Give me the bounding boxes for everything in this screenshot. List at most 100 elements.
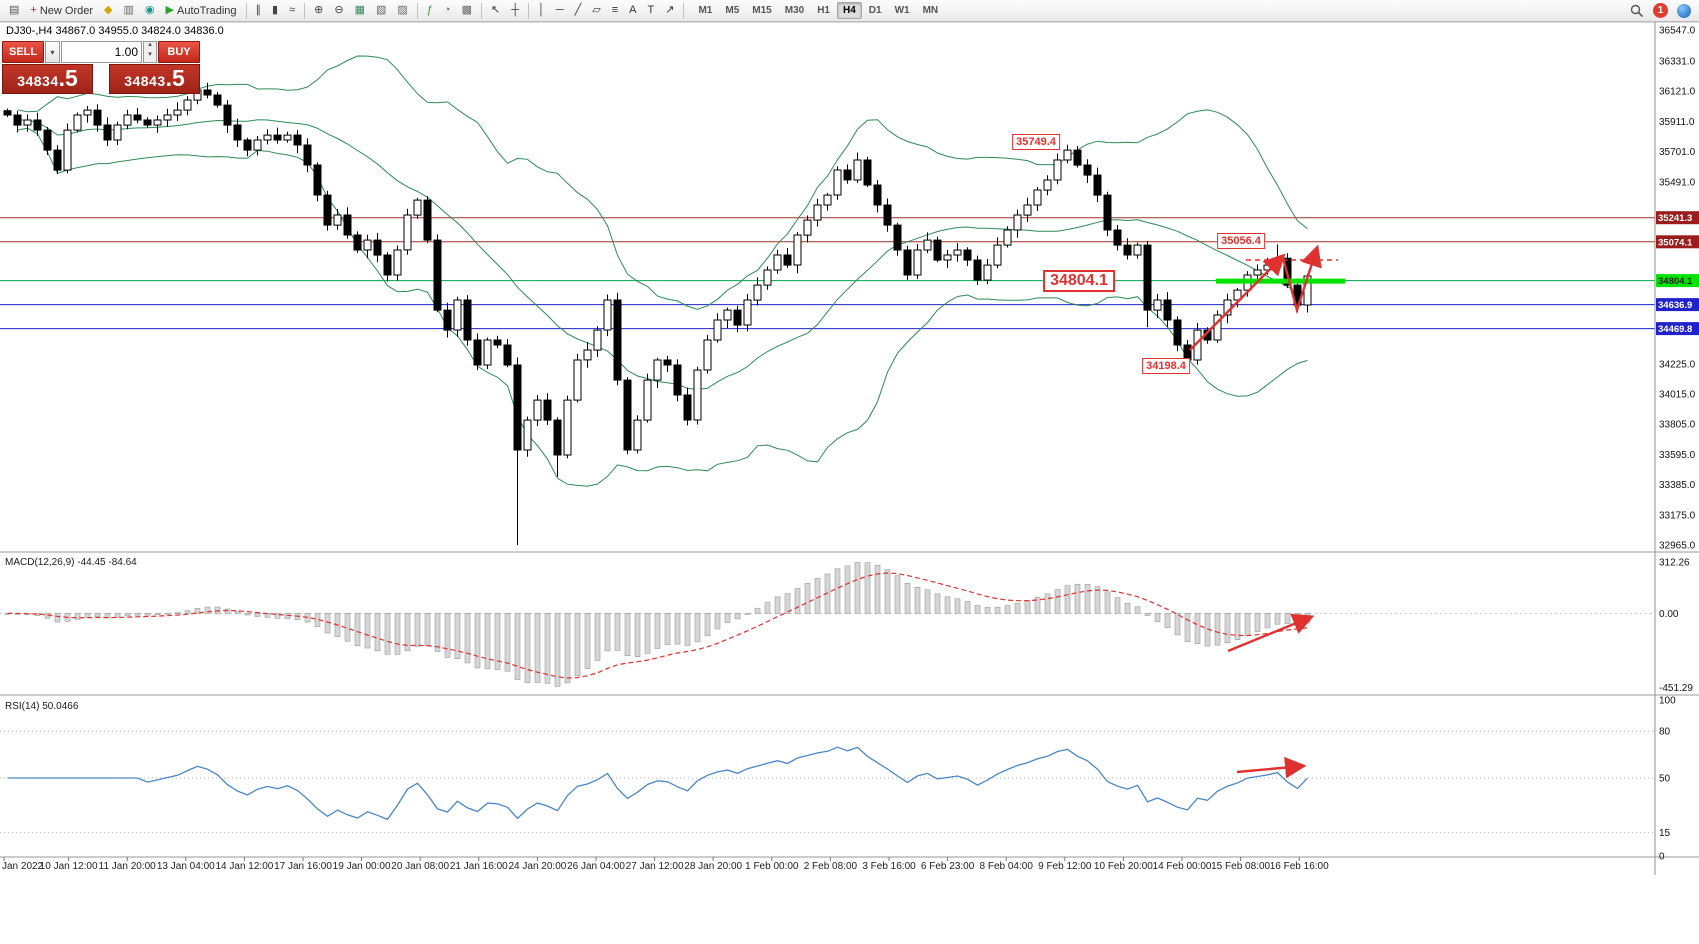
trend-arrows-layer[interactable] — [1189, 244, 1338, 779]
svg-text:14 Jan 12:00: 14 Jan 12:00 — [215, 861, 273, 872]
new-order-button[interactable]: + New Order — [25, 2, 98, 20]
toolbar: ▤ + New Order ◆ ▥ ◉ ▶ AutoTrading ∥ ▮ ≈ ⊕ ⊖ ▦ ▧ ▨ ƒ ◔ ▩ ↖ ┼ │… — [0, 0, 1699, 22]
trendline-icon[interactable]: ╱ — [570, 2, 587, 20]
periods-icon: ◔ — [443, 4, 451, 16]
line-chart-icon[interactable]: ≈ — [284, 2, 300, 20]
toolbar-separator — [480, 2, 482, 19]
sell-price[interactable]: 34834 .5 — [2, 64, 93, 94]
indicators-icon[interactable]: ƒ — [422, 2, 438, 20]
new-order-button-label: New Order — [39, 4, 94, 17]
timeframe-mn[interactable]: MN — [922, 5, 939, 16]
price-annotation[interactable]: 35056.4 — [1217, 233, 1265, 249]
sell-price-base: 34834 — [17, 73, 59, 89]
timeframe-m15[interactable]: M15 — [752, 5, 772, 16]
horizontal-line-icon[interactable]: ─ — [551, 2, 569, 20]
autotrading-button: ▶ — [165, 4, 174, 16]
svg-text:33595.0: 33595.0 — [1659, 450, 1696, 461]
timeframe-h4[interactable]: H4 — [836, 2, 862, 19]
svg-text:34225.0: 34225.0 — [1659, 359, 1696, 370]
community-account-icon[interactable] — [1677, 3, 1691, 18]
price-annotation[interactable]: 34198.4 — [1142, 358, 1190, 374]
search-icon[interactable] — [1630, 4, 1644, 18]
svg-text:34015.0: 34015.0 — [1659, 390, 1696, 401]
buy-price-decimal: .5 — [165, 65, 185, 91]
timeframe-d1[interactable]: D1 — [868, 5, 882, 16]
candlestick-chart-icon[interactable]: ▮ — [267, 2, 283, 20]
timeframe-m1[interactable]: M1 — [698, 5, 713, 16]
svg-text:11 Jan 20:00: 11 Jan 20:00 — [99, 861, 157, 872]
svg-text:50: 50 — [1659, 774, 1671, 785]
crosshair-icon[interactable]: ┼ — [506, 2, 524, 20]
timeframe-w1[interactable]: W1 — [894, 5, 910, 16]
channel-icon[interactable]: ▱ — [587, 2, 605, 20]
buy-price[interactable]: 34843 .5 — [109, 64, 200, 94]
data-window-icon: ▥ — [123, 4, 134, 16]
volume-input[interactable] — [61, 41, 142, 63]
svg-text:14 Feb 00:00: 14 Feb 00:00 — [1153, 861, 1212, 872]
svg-text:35701.0: 35701.0 — [1659, 147, 1696, 158]
vertical-line-icon[interactable]: │ — [533, 2, 550, 20]
navigator-icon[interactable]: ◉ — [140, 2, 160, 20]
horizontal-lines-layer[interactable] — [0, 217, 1655, 330]
text-icon: A — [629, 4, 637, 16]
templates-icon[interactable]: ▩ — [457, 2, 477, 20]
data-window-icon[interactable]: ▥ — [119, 2, 139, 20]
timeframe-m30[interactable]: M30 — [784, 5, 805, 16]
arrows-icon[interactable]: ↗ — [660, 2, 679, 20]
svg-text:-451.29: -451.29 — [1659, 683, 1693, 694]
autotrading-button[interactable]: ▶ AutoTrading — [161, 2, 242, 20]
svg-text:32965.0: 32965.0 — [1659, 541, 1696, 552]
notification-badge[interactable]: 1 — [1653, 3, 1668, 18]
periods-icon[interactable]: ◔ — [439, 2, 456, 20]
svg-text:34636.9: 34636.9 — [1658, 300, 1692, 311]
cursor-icon[interactable]: ↖ — [486, 2, 505, 20]
svg-text:33385.0: 33385.0 — [1659, 480, 1696, 491]
svg-text:24 Jan 20:00: 24 Jan 20:00 — [508, 861, 566, 872]
svg-text:0: 0 — [1659, 852, 1665, 863]
svg-text:100: 100 — [1659, 696, 1676, 707]
zoom-out-icon[interactable]: ⊖ — [329, 2, 348, 20]
new-order-button: + — [30, 4, 37, 16]
price-annotation[interactable]: 34804.1 — [1043, 270, 1115, 292]
spinner-down-icon[interactable]: ▾ — [148, 51, 152, 58]
svg-text:36121.0: 36121.0 — [1659, 87, 1696, 98]
bar-chart-icon[interactable]: ∥ — [251, 2, 267, 20]
tile-windows-icon[interactable]: ▦ — [350, 2, 370, 20]
svg-text:28 Jan 20:00: 28 Jan 20:00 — [684, 861, 742, 872]
vertical-line-icon: │ — [537, 4, 545, 16]
svg-text:10 Feb 20:00: 10 Feb 20:00 — [1094, 861, 1153, 872]
label-icon[interactable]: T — [643, 2, 660, 20]
fibonacci-icon[interactable]: ≡ — [607, 2, 623, 20]
sell-price-decimal: .5 — [58, 65, 78, 91]
market-watch-icon[interactable]: ◆ — [99, 2, 117, 20]
buy-button[interactable]: BUY — [158, 41, 200, 63]
chevron-down-icon: ▾ — [50, 47, 55, 57]
zoom-in-icon: ⊕ — [314, 4, 324, 16]
navigator-icon: ◉ — [144, 4, 155, 16]
auto-scroll-icon[interactable]: ▨ — [392, 2, 412, 20]
volume-dropdown[interactable]: ▾ — [45, 41, 60, 63]
volume-spinner: ▴ ▾ — [143, 41, 157, 63]
toolbar-separator — [527, 2, 529, 19]
sell-button[interactable]: SELL — [2, 41, 44, 63]
text-icon[interactable]: A — [624, 2, 641, 20]
price-axis[interactable]: 36547.0 36331.0 36121.0 35911.0 35701.0 35491… — [1654, 22, 1699, 875]
price-annotation[interactable]: 35749.4 — [1012, 134, 1060, 150]
spinner-up-icon[interactable]: ▴ — [148, 41, 152, 48]
chart-shift-icon[interactable]: ▧ — [371, 2, 391, 20]
svg-text:Jan 2022: Jan 2022 — [2, 861, 44, 872]
toolbar-separator — [416, 2, 418, 19]
svg-text:10 Jan 12:00: 10 Jan 12:00 — [40, 861, 98, 872]
chart-shift-icon: ▧ — [375, 4, 387, 16]
rsi-indicator-label: RSI(14) 50.0466 — [5, 701, 79, 712]
zoom-in-icon[interactable]: ⊕ — [309, 2, 328, 20]
new-chart-icon[interactable]: ▤ — [4, 2, 24, 20]
svg-text:21 Jan 16:00: 21 Jan 16:00 — [450, 861, 508, 872]
timeframe-m5[interactable]: M5 — [725, 5, 740, 16]
templates-icon: ▩ — [461, 4, 472, 16]
timeframe-h1[interactable]: H1 — [817, 5, 830, 16]
bar-chart-icon: ∥ — [255, 4, 262, 16]
